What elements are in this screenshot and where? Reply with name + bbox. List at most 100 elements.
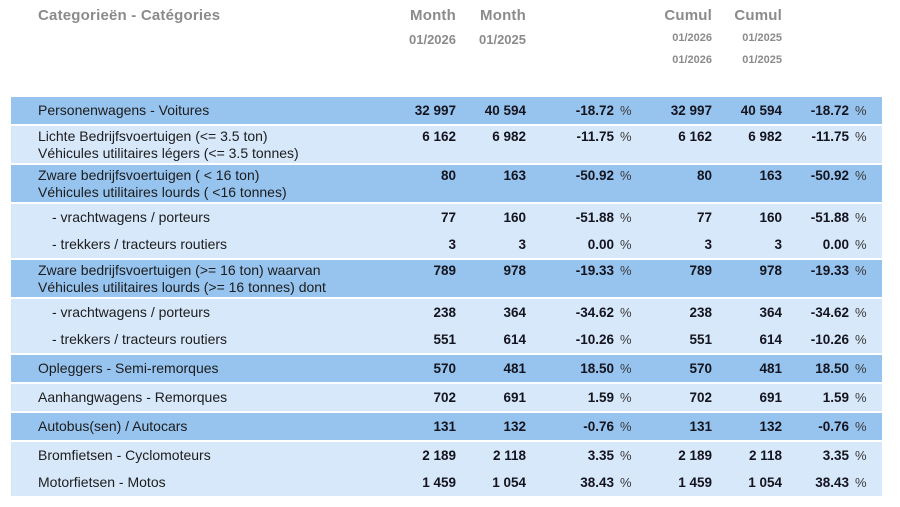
month-pct-cell: 38.43	[580, 475, 614, 490]
category-label-line: Opleggers - Semi-remorques	[38, 360, 219, 376]
category-header: Categorieën - Catégories	[38, 7, 221, 24]
cumul-pct-cell: -34.62	[810, 305, 849, 320]
month-pct-cell: 0.00	[587, 237, 614, 252]
month-previous-period: 01/2025	[479, 32, 526, 47]
table-row: - trekkers / tracteurs routiers 551 614 -10…	[11, 326, 882, 353]
month-2026-cell: 551	[433, 332, 456, 347]
month-2025-cell: 1 054	[492, 475, 526, 490]
percent-sign: %	[855, 210, 867, 225]
cumul-2025-cell: 691	[759, 390, 782, 405]
percent-sign: %	[855, 390, 867, 405]
month-pct-cell: 18.50	[580, 361, 614, 376]
cumul-2026-cell: 80	[696, 168, 712, 183]
category-cell: Bromfietsen - Cyclomoteurs	[11, 447, 346, 464]
table-row: Opleggers - Semi-remorques 570 481 18.50% 57…	[11, 355, 882, 382]
percent-sign: %	[620, 210, 632, 225]
spacer	[456, 54, 526, 66]
cumul-2026-cell: 570	[689, 361, 712, 376]
cumul-current-period-from: 01/2026	[672, 32, 712, 44]
cumul-2025-cell: 1 054	[748, 475, 782, 490]
month-2026-cell: 32 997	[414, 103, 456, 118]
spacer	[346, 54, 456, 66]
month-2026-cell: 238	[433, 305, 456, 320]
cumul-2025-cell: 163	[759, 168, 782, 183]
month-previous-header: Month	[480, 7, 526, 24]
category-cell: Lichte Bedrijfsvoertuigen (<= 3.5 ton) Vé…	[11, 126, 346, 162]
category-label-line: Bromfietsen - Cyclomoteurs	[38, 447, 211, 463]
cumul-2026-cell: 2 189	[678, 448, 712, 463]
cumul-2025-cell: 40 594	[740, 103, 782, 118]
cumul-2026-cell: 789	[689, 263, 712, 278]
spacer	[849, 54, 882, 66]
row-group: Zware bedrijfsvoertuigen ( < 16 ton) Véhi…	[11, 165, 882, 202]
cumul-2025-cell: 2 118	[748, 448, 782, 463]
cumul-2026-cell: 1 459	[678, 475, 712, 490]
percent-sign: %	[620, 475, 632, 490]
cumul-pct-cell: 3.35	[822, 448, 849, 463]
cumul-2026-cell: 32 997	[670, 103, 712, 118]
cumul-pct-cell: -50.92	[810, 168, 849, 183]
percent-sign: %	[855, 168, 867, 183]
category-cell: Motorfietsen - Motos	[11, 474, 346, 491]
month-2026-cell: 3	[448, 237, 456, 252]
table-row: - trekkers / tracteurs routiers 3 3 0.00% 3 3…	[11, 231, 882, 258]
percent-sign: %	[620, 129, 632, 144]
month-2026-cell: 702	[433, 390, 456, 405]
cumul-pct-cell: -19.33	[810, 263, 849, 278]
spacer	[526, 7, 614, 24]
cumul-previous-period-from: 01/2025	[742, 32, 782, 44]
percent-sign: %	[620, 332, 632, 347]
percent-sign: %	[855, 475, 867, 490]
category-label-line: Véhicules utilitaires légers (<= 3.5 ton…	[38, 145, 299, 161]
category-cell: Personenwagens - Voitures	[11, 102, 346, 119]
month-2025-cell: 481	[503, 361, 526, 376]
category-label-line: - vrachtwagens / porteurs	[52, 209, 210, 225]
percent-sign: %	[855, 263, 867, 278]
cumul-2026-cell: 77	[696, 210, 712, 225]
cumul-previous-header: Cumul	[734, 7, 782, 24]
category-cell: Autobus(sen) / Autocars	[11, 418, 346, 435]
cumul-current-header: Cumul	[664, 7, 712, 24]
percent-sign: %	[620, 168, 632, 183]
percent-sign: %	[855, 332, 867, 347]
table-row: Motorfietsen - Motos 1 459 1 054 38.43% 1 45…	[11, 469, 882, 496]
category-cell: - trekkers / tracteurs routiers	[11, 236, 346, 253]
month-2025-cell: 3	[518, 237, 526, 252]
cumul-previous-period-to: 01/2025	[742, 54, 782, 66]
month-current-period: 01/2026	[409, 32, 456, 47]
category-label-line: - trekkers / tracteurs routiers	[52, 236, 228, 252]
spacer	[11, 32, 346, 47]
percent-sign: %	[855, 103, 867, 118]
month-2026-cell: 2 189	[422, 448, 456, 463]
month-pct-cell: 1.59	[587, 390, 614, 405]
percent-sign: %	[855, 305, 867, 320]
cumul-2026-cell: 3	[704, 237, 712, 252]
month-2025-cell: 691	[503, 390, 526, 405]
month-pct-cell: -0.76	[583, 419, 614, 434]
cumul-pct-cell: -11.75	[811, 129, 849, 144]
spacer	[11, 54, 346, 66]
category-cell: Zware bedrijfsvoertuigen (>= 16 ton) waa…	[11, 260, 346, 296]
table-row: - vrachtwagens / porteurs 238 364 -34.62% 23…	[11, 299, 882, 326]
table-header-row-1: Categorieën - Catégories Month Month Cum…	[11, 7, 882, 24]
cumul-pct-cell: 18.50	[815, 361, 849, 376]
percent-sign: %	[620, 263, 632, 278]
category-cell: Aanhangwagens - Remorques	[11, 389, 346, 406]
month-pct-cell: -10.26	[575, 332, 614, 347]
month-2026-cell: 131	[433, 419, 456, 434]
row-group: - vrachtwagens / porteurs 238 364 -34.62% 23…	[11, 299, 882, 353]
cumul-2025-cell: 364	[759, 305, 782, 320]
category-label-line: Zware bedrijfsvoertuigen ( < 16 ton)	[38, 167, 260, 183]
table-row: Bromfietsen - Cyclomoteurs 2 189 2 118 3.35…	[11, 442, 882, 469]
month-2025-cell: 132	[503, 419, 526, 434]
category-label-line: Autobus(sen) / Autocars	[38, 418, 188, 434]
row-group: Bromfietsen - Cyclomoteurs 2 189 2 118 3.35…	[11, 442, 882, 496]
row-group: Autobus(sen) / Autocars 131 132 -0.76% 131 13…	[11, 413, 882, 440]
month-2026-cell: 789	[433, 263, 456, 278]
percent-sign: %	[620, 103, 632, 118]
percent-sign: %	[620, 419, 632, 434]
cumul-2025-cell: 481	[759, 361, 782, 376]
month-2025-cell: 40 594	[484, 103, 526, 118]
cumul-pct-cell: 38.43	[815, 475, 849, 490]
row-group: Aanhangwagens - Remorques 702 691 1.59% 702 6…	[11, 384, 882, 411]
